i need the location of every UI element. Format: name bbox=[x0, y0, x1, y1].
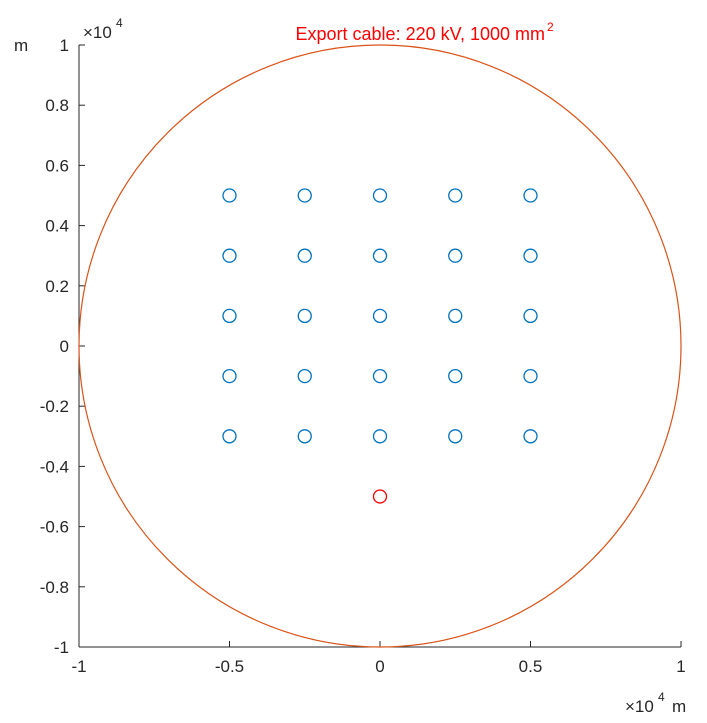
turbine-marker bbox=[524, 189, 537, 202]
turbine-marker bbox=[298, 430, 311, 443]
ticks: -1 -0.5 0 0.5 1 -1 -0.8 -0.6 -0.4 -0.2 0 0.2 0.4 0.6 0… bbox=[40, 36, 686, 676]
y-tick-label: -1 bbox=[54, 638, 69, 657]
turbine-marker bbox=[223, 370, 236, 383]
turbine-marker bbox=[298, 309, 311, 322]
y-tick-label: 0 bbox=[60, 337, 69, 356]
y-multiplier-base: ×10 bbox=[83, 23, 112, 42]
turbine-marker bbox=[374, 430, 387, 443]
turbine-marker bbox=[223, 189, 236, 202]
y-tick-label: -0.6 bbox=[40, 518, 69, 537]
turbine-marker bbox=[449, 189, 462, 202]
turbine-marker bbox=[223, 249, 236, 262]
x-multiplier-base: ×10 bbox=[625, 697, 654, 716]
y-tick-label: 0.2 bbox=[45, 277, 69, 296]
turbine-marker bbox=[298, 189, 311, 202]
y-axis-label: m bbox=[14, 36, 28, 55]
x-tick-label: -0.5 bbox=[215, 657, 244, 676]
turbine-marker bbox=[298, 370, 311, 383]
turbine-marker bbox=[374, 309, 387, 322]
turbine-marker bbox=[449, 309, 462, 322]
turbine-marker bbox=[449, 430, 462, 443]
chart-title-superscript: 2 bbox=[547, 20, 554, 34]
y-tick-label: 0.6 bbox=[45, 156, 69, 175]
turbine-marker bbox=[223, 309, 236, 322]
boundary-layer bbox=[79, 45, 681, 647]
turbine-marker bbox=[524, 370, 537, 383]
x-multiplier-power: 4 bbox=[658, 690, 665, 704]
turbine-marker bbox=[524, 309, 537, 322]
chart-title-text: Export cable: 220 kV, 1000 mm bbox=[296, 24, 545, 44]
y-tick-label: 1 bbox=[60, 36, 69, 55]
turbine-marker bbox=[223, 430, 236, 443]
y-tick-label: -0.8 bbox=[40, 578, 69, 597]
turbine-marker bbox=[374, 370, 387, 383]
x-axis-label: m bbox=[672, 697, 686, 716]
x-tick-label: 0.5 bbox=[519, 657, 543, 676]
axes bbox=[79, 45, 681, 647]
boundary-circle bbox=[79, 45, 681, 647]
turbine-marker bbox=[374, 189, 387, 202]
y-tick-label: 0.8 bbox=[45, 96, 69, 115]
turbine-marker bbox=[449, 249, 462, 262]
substation-marker bbox=[374, 490, 387, 503]
x-tick-label: -1 bbox=[71, 657, 86, 676]
turbine-marker bbox=[524, 249, 537, 262]
turbine-marker bbox=[449, 370, 462, 383]
y-tick-label: -0.4 bbox=[40, 457, 69, 476]
turbine-marker bbox=[298, 249, 311, 262]
x-tick-label: 0 bbox=[375, 657, 384, 676]
points bbox=[223, 189, 537, 503]
y-multiplier-power: 4 bbox=[116, 16, 123, 30]
turbine-marker bbox=[374, 249, 387, 262]
x-tick-label: 1 bbox=[676, 657, 685, 676]
y-tick-label: 0.4 bbox=[45, 217, 69, 236]
chart-title: Export cable: 220 kV, 1000 mm bbox=[296, 24, 545, 44]
turbine-marker bbox=[524, 430, 537, 443]
y-tick-label: -0.2 bbox=[40, 397, 69, 416]
